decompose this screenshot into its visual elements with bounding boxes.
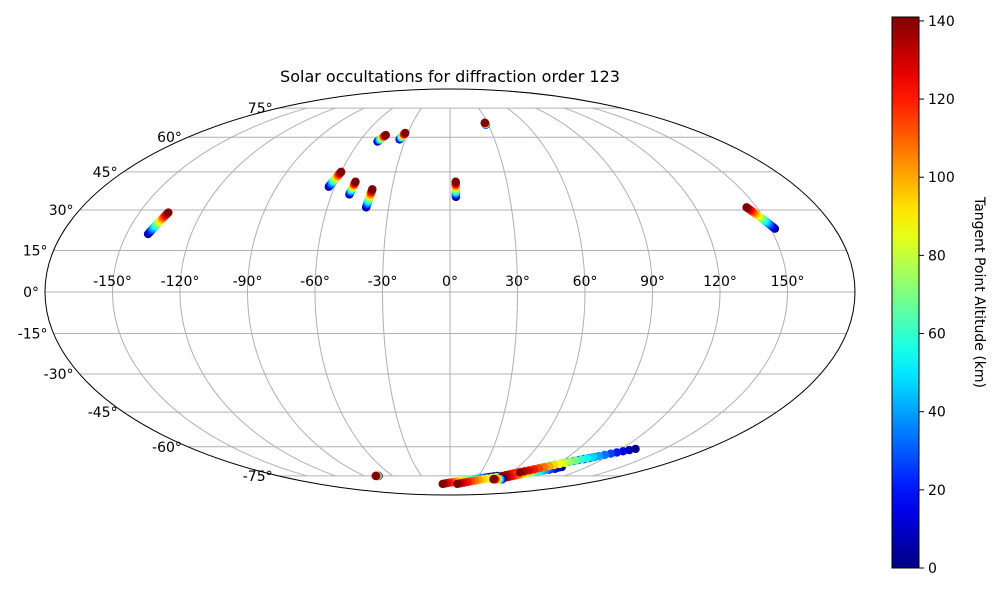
latitude-tick-label: -15° (18, 327, 48, 343)
latitude-tick-label: 75° (248, 101, 273, 117)
longitude-gridline (506, 107, 586, 477)
map-boundary (44, 88, 856, 496)
occultation-point (453, 479, 462, 489)
longitude-tick-label: 90° (640, 274, 665, 290)
colorbar-label: Tangent Point Altitude (km) (971, 196, 987, 388)
longitude-tick-label: -90° (233, 274, 263, 290)
colorbar-gradient (891, 16, 920, 569)
longitude-gridline (564, 107, 721, 477)
latitude-tick-label: 15° (23, 243, 48, 259)
longitude-gridline (592, 107, 789, 477)
occultation-point (631, 444, 640, 454)
longitude-tick-labels: -150° -120° -90° -60° -30° 0° 30° 60° 90° 120° 150… (93, 274, 804, 290)
latitude-tick-label: -75° (243, 469, 273, 485)
latitude-tick-label: 0° (23, 285, 39, 301)
occultation-point (337, 167, 346, 177)
longitude-tick-label: -120° (161, 274, 200, 290)
colorbar-tick-label: 60 (928, 327, 946, 343)
colorbar-tick-label: 120 (928, 92, 955, 108)
longitude-tick-label: 30° (505, 274, 530, 290)
latitude-tick-label: 30° (49, 203, 74, 219)
colorbar-tick-label: 140 (928, 14, 955, 30)
longitude-gridline (246, 107, 365, 477)
occultation-point (401, 128, 410, 138)
colorbar-tick-label: 0 (928, 561, 937, 577)
chart-title: Solar occultations for diffraction order… (280, 67, 620, 86)
latitude-tick-label: -60° (152, 440, 182, 456)
colorbar-tick-label: 20 (928, 483, 946, 499)
occultation-points (143, 118, 780, 489)
longitude-gridline (314, 107, 394, 477)
longitude-tick-label: -150° (93, 274, 132, 290)
occultation-point (368, 185, 377, 194)
latitude-tick-labels: 75° 60° 45° 30° 15° 0° -15° -30° -45° -60° -75° (18, 101, 273, 485)
latitude-tick-label: -30° (44, 367, 74, 383)
graticule (45, 107, 855, 477)
latitude-tick-label: 60° (157, 130, 182, 146)
longitude-gridline (478, 107, 519, 477)
longitude-tick-label: 150° (771, 274, 805, 290)
colorbar-tick-label: 100 (928, 170, 955, 186)
occultation-point (381, 130, 390, 140)
longitude-gridline (179, 107, 336, 477)
longitude-tick-label: -60° (300, 274, 330, 290)
longitude-tick-label: 120° (703, 274, 737, 290)
occultation-point (438, 479, 447, 489)
colorbar: 0 20 40 60 80 100 120 140 Tangent Point Altitud… (891, 14, 987, 577)
longitude-gridline (381, 107, 422, 477)
occultation-point (164, 208, 173, 217)
longitude-tick-label: -30° (368, 274, 398, 290)
longitude-gridline (535, 107, 654, 477)
occultation-point (515, 468, 525, 477)
occultation-point (742, 203, 751, 212)
longitude-tick-label: 60° (573, 274, 598, 290)
occultation-point (489, 475, 498, 484)
latitude-tick-label: -45° (88, 405, 118, 421)
mollweide-map: -150° -120° -90° -60° -30° 0° 30° 60° 90° 120° 150… (18, 88, 856, 496)
latitude-tick-label: 45° (93, 165, 118, 181)
occultation-point (351, 177, 360, 186)
occultation-point (451, 177, 460, 186)
occultation-point (480, 118, 490, 128)
colorbar-tick-label: 80 (928, 248, 946, 264)
longitude-tick-label: 0° (442, 274, 458, 290)
colorbar-tick-label: 40 (928, 405, 946, 421)
longitude-gridline (111, 107, 308, 477)
occultation-point (625, 445, 634, 455)
colorbar-ticks: 0 20 40 60 80 100 120 140 (919, 14, 955, 577)
occultation-point (371, 471, 380, 481)
